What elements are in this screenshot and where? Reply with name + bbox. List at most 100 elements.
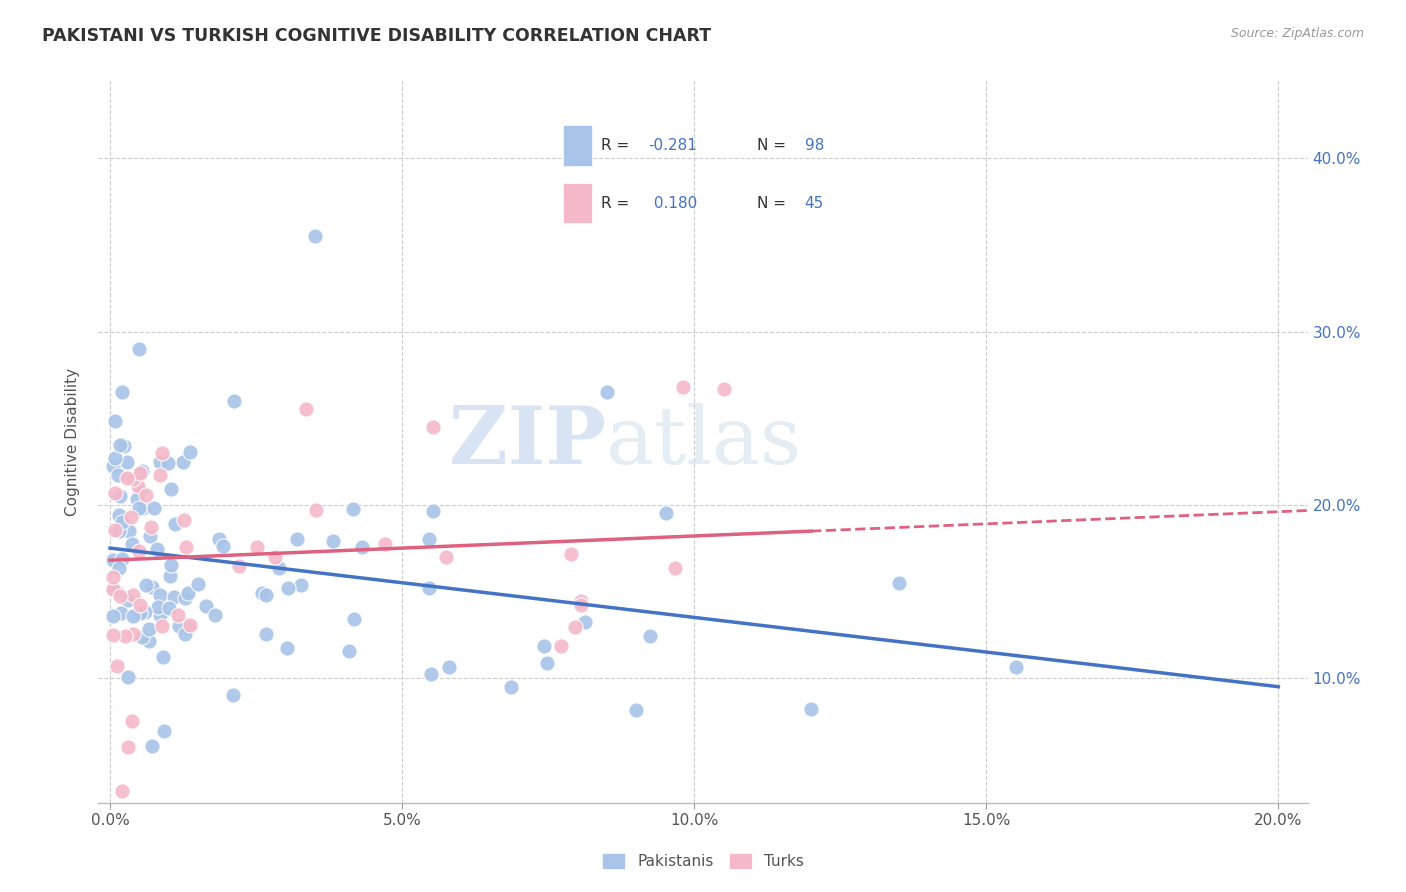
Point <box>174 627 197 641</box>
Point <box>550 639 572 653</box>
Point <box>624 703 647 717</box>
Point <box>128 483 150 498</box>
Point <box>172 455 194 469</box>
Point <box>146 541 169 556</box>
Point <box>418 581 440 595</box>
Point <box>129 598 152 612</box>
Point <box>141 739 163 753</box>
Point <box>254 626 277 640</box>
Point <box>101 608 124 623</box>
Point <box>139 520 162 534</box>
Point <box>246 540 269 554</box>
Point <box>564 620 586 634</box>
Point <box>337 644 360 658</box>
Point <box>250 586 273 600</box>
Point <box>117 592 139 607</box>
Point <box>167 619 190 633</box>
Point <box>437 659 460 673</box>
Point <box>374 537 396 551</box>
Point <box>101 628 124 642</box>
Point <box>129 466 152 480</box>
Point <box>208 532 231 546</box>
Point <box>134 605 156 619</box>
Point <box>101 582 124 596</box>
Point <box>143 500 166 515</box>
Point <box>156 456 179 470</box>
Point <box>434 549 457 564</box>
Point <box>159 569 181 583</box>
Point <box>104 523 127 537</box>
Point <box>108 438 131 452</box>
Point <box>174 540 197 554</box>
Point <box>664 561 686 575</box>
Point <box>115 455 138 469</box>
Point <box>499 681 522 695</box>
Point <box>135 578 157 592</box>
Point <box>128 544 150 558</box>
Point <box>104 486 127 500</box>
Point <box>111 552 134 566</box>
Point <box>157 601 180 615</box>
Point <box>101 583 124 598</box>
Point <box>671 380 693 394</box>
Point <box>121 471 143 485</box>
Point <box>149 607 172 622</box>
Point <box>110 589 132 603</box>
Point <box>121 537 143 551</box>
Point <box>131 500 153 515</box>
Point <box>713 382 735 396</box>
Point <box>342 501 364 516</box>
Text: Source: ZipAtlas.com: Source: ZipAtlas.com <box>1230 27 1364 40</box>
Point <box>135 488 157 502</box>
Point <box>105 583 128 598</box>
Text: PAKISTANI VS TURKISH COGNITIVE DISABILITY CORRELATION CHART: PAKISTANI VS TURKISH COGNITIVE DISABILIT… <box>42 27 711 45</box>
Point <box>127 491 149 506</box>
Point <box>107 467 129 482</box>
Point <box>152 650 174 665</box>
Point <box>195 599 218 613</box>
Point <box>121 714 143 728</box>
Text: atlas: atlas <box>606 402 801 481</box>
Point <box>117 740 139 755</box>
Point <box>117 524 139 538</box>
Point <box>149 454 172 468</box>
Point <box>122 588 145 602</box>
Point <box>574 615 596 629</box>
Point <box>322 533 344 548</box>
Point <box>101 459 124 474</box>
Point <box>163 590 186 604</box>
Point <box>264 549 287 564</box>
Point <box>163 517 186 532</box>
Point <box>108 489 131 503</box>
Point <box>276 640 298 655</box>
Text: ZIP: ZIP <box>450 402 606 481</box>
Point <box>173 513 195 527</box>
Point <box>174 591 197 606</box>
Point <box>304 229 326 244</box>
Point <box>269 561 291 575</box>
Point <box>107 508 129 522</box>
Point <box>101 552 124 566</box>
Point <box>569 598 592 612</box>
Point <box>120 510 142 524</box>
Point <box>115 471 138 485</box>
Point <box>595 385 617 400</box>
Point <box>111 515 134 529</box>
Point <box>654 506 676 520</box>
Point <box>222 689 245 703</box>
Point <box>101 570 124 584</box>
Point <box>127 479 149 493</box>
Point <box>800 702 823 716</box>
Point <box>112 439 135 453</box>
Point <box>179 618 201 632</box>
Point <box>105 659 128 673</box>
Point <box>110 606 132 620</box>
Point <box>418 532 440 546</box>
Point <box>131 630 153 644</box>
Point <box>638 629 661 643</box>
Point <box>277 581 299 595</box>
Point <box>533 640 555 654</box>
Point <box>149 588 172 602</box>
Legend: Pakistanis, Turks: Pakistanis, Turks <box>596 847 810 875</box>
Point <box>128 342 150 356</box>
